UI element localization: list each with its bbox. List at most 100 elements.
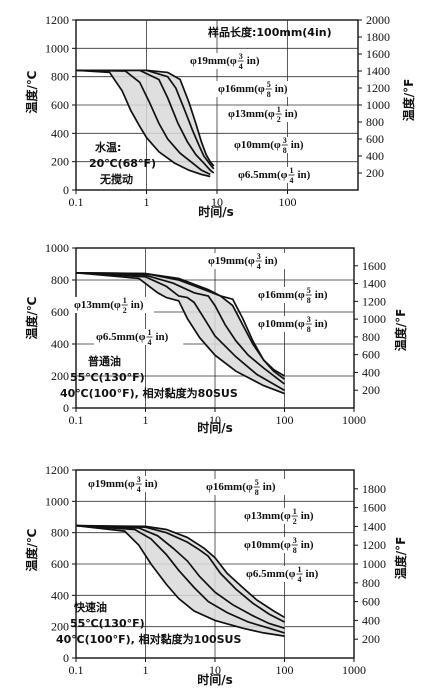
series-label-denominator: 8 [307,296,311,305]
y2-tick-label: 1800 [366,30,390,44]
y-tick-label: 400 [51,126,69,140]
series-label-tail: in) [297,169,310,181]
series-label-numerator: 1 [289,166,293,175]
y-tick-label: 1000 [45,494,69,508]
annotation: 55℃(130°F) [70,371,145,384]
series-label-denominator: 2 [293,517,297,526]
series-label-denominator: 4 [297,575,301,584]
series-label-backing [204,479,286,495]
series-label-tail: in) [275,83,288,95]
series-label-tail: in) [315,318,328,330]
annotation: 20℃(68°F) [89,157,156,170]
y-tick-label: 0 [63,183,69,197]
series-line-3 [75,524,285,634]
transformation-band [76,525,285,637]
series-label-3: φ10mm(φ 38 in) [242,536,324,555]
series-label-backing [232,137,314,153]
x-axis-title: 时间/s [197,420,233,435]
y2-tick-label: 800 [362,330,380,344]
series-line-2 [75,524,285,630]
x-tick-label: 1000 [342,663,366,677]
x-tick-label: 10 [209,413,221,427]
y2-tick-label: 800 [366,115,384,129]
series-line-2 [76,69,215,174]
series-label-1: φ16mm(φ 58 in) [216,80,298,99]
y2-tick-label: 1600 [362,501,386,515]
series-label-main: φ13mm(φ [244,510,291,522]
y2-tick-label: 400 [362,365,380,379]
series-label-numerator: 3 [283,136,287,145]
series-label-numerator: 3 [257,252,261,261]
series-label-numerator: 1 [123,296,127,305]
series-label-backing [242,537,324,553]
y-tick-label: 200 [51,620,69,634]
series-label-tail: in) [131,299,144,311]
series-line-4 [75,69,211,178]
series-label-2: φ13mm(φ 12 in) [72,296,154,315]
annotation: 水温: [95,140,121,154]
series-line-3 [75,271,285,392]
annotation: 快速油 [73,600,107,614]
series-label-tail: in) [265,255,278,267]
series-label-backing [256,316,338,332]
series-label-main: φ19mm(φ [190,55,237,67]
y-tick-label: 600 [51,557,69,571]
series-label-tail: in) [301,510,314,522]
y2-tick-label: 1200 [362,294,386,308]
y2-tick-label: 1200 [366,81,390,95]
series-line-4 [75,271,285,395]
annotation: 样品长度:100mm(4in) [208,25,332,39]
series-label-main: φ16mm(φ [206,481,253,493]
x-tick-label: 100 [279,195,297,209]
y-tick-label: 200 [51,155,69,169]
annotation: 40℃(100°F), 相对黏度为100SUS [56,632,241,646]
y2-tick-label: 800 [362,576,380,590]
series-label-0: φ19mm(φ 34 in) [206,252,288,271]
x-tick-label: 100 [276,663,294,677]
y2-tick-label: 1200 [362,538,386,552]
series-label-denominator: 4 [239,62,243,71]
x-tick-label: 10 [211,195,223,209]
series-label-tail: in) [315,289,328,301]
series-label-main: φ13mm(φ [228,108,275,120]
y2-tick-label: 400 [362,613,380,627]
series-label-backing [256,287,338,303]
series-label-numerator: 5 [255,478,259,487]
y-tick-label: 0 [63,651,69,665]
y-tick-label: 600 [51,98,69,112]
y2-tick-label: 200 [362,632,380,646]
x-tick-label: 0.1 [69,195,84,209]
x-tick-label: 100 [276,413,294,427]
series-line-1 [75,524,285,623]
y2-tick-label: 1400 [362,277,386,291]
series-label-backing [94,329,184,345]
annotation: 55℃(130°F) [70,617,145,630]
series-label-backing [236,167,326,183]
y2-tick-label: 1000 [366,98,390,112]
annotation: 40℃(100°F), 相对黏度为80SUS [60,386,238,400]
series-label-main: φ6.5mm(φ [96,331,146,343]
series-label-main: φ19mm(φ [208,255,255,267]
series-label-numerator: 3 [137,475,141,484]
y2-tick-label: 2000 [366,13,390,27]
series-label-denominator: 8 [255,488,259,497]
series-label-denominator: 4 [257,262,261,271]
x-axis-title: 时间/s [197,672,233,687]
series-line-0 [75,524,285,619]
series-label-tail: in) [291,139,304,151]
x-tick-label: 1 [143,663,149,677]
series-label-backing [188,53,270,69]
series-label-denominator: 2 [277,115,281,124]
series-label-numerator: 3 [239,52,243,61]
y2-tick-label: 600 [362,595,380,609]
y-tick-label: 1200 [45,13,69,27]
y-tick-label: 1000 [45,41,69,55]
y-tick-label: 1000 [45,241,69,255]
series-label-denominator: 4 [147,338,151,347]
series-label-tail: in) [285,108,298,120]
y2-tick-label: 1600 [366,47,390,61]
series-label-0: φ19mm(φ 34 in) [86,475,168,494]
series-label-tail: in) [145,478,158,490]
y2-tick-label: 1000 [362,557,386,571]
